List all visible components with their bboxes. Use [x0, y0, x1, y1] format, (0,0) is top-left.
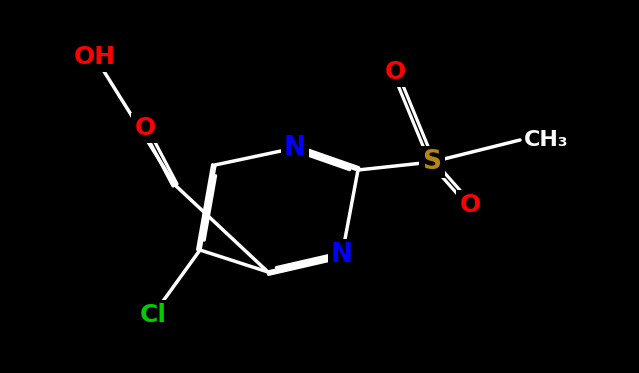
- Text: O: O: [459, 193, 481, 217]
- Text: O: O: [134, 116, 156, 140]
- Text: S: S: [422, 149, 442, 175]
- Text: O: O: [385, 60, 406, 84]
- Text: N: N: [284, 135, 306, 161]
- Text: CH₃: CH₃: [524, 130, 569, 150]
- Text: N: N: [331, 242, 353, 268]
- Text: OH: OH: [74, 45, 116, 69]
- Text: Cl: Cl: [139, 303, 167, 327]
